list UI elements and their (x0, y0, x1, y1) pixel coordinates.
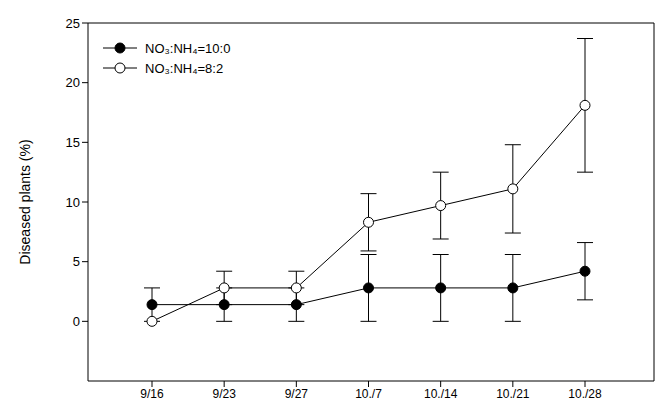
svg-text:9/16: 9/16 (140, 387, 164, 401)
svg-text:25: 25 (66, 16, 80, 31)
svg-text:9/27: 9/27 (285, 387, 309, 401)
svg-text:10./7: 10./7 (355, 387, 382, 401)
svg-text:5: 5 (73, 254, 80, 269)
html-text:NO₃:NH₄=8:2: NO₃:NH₄=8:2 (145, 60, 224, 76)
svg-text:0: 0 (73, 314, 80, 329)
svg-text:20: 20 (66, 75, 80, 90)
svg-text:10./28: 10./28 (568, 387, 602, 401)
svg-text:10: 10 (66, 195, 80, 210)
svg-text:Diseased plants (%): Diseased plants (%) (17, 139, 33, 264)
svg-text:10./14: 10./14 (424, 387, 458, 401)
svg-text:9/23: 9/23 (212, 387, 236, 401)
svg-text:15: 15 (66, 135, 80, 150)
html-text:NO₃:NH₄=10:0: NO₃:NH₄=10:0 (145, 40, 231, 56)
svg-text:10./21: 10./21 (496, 387, 530, 401)
